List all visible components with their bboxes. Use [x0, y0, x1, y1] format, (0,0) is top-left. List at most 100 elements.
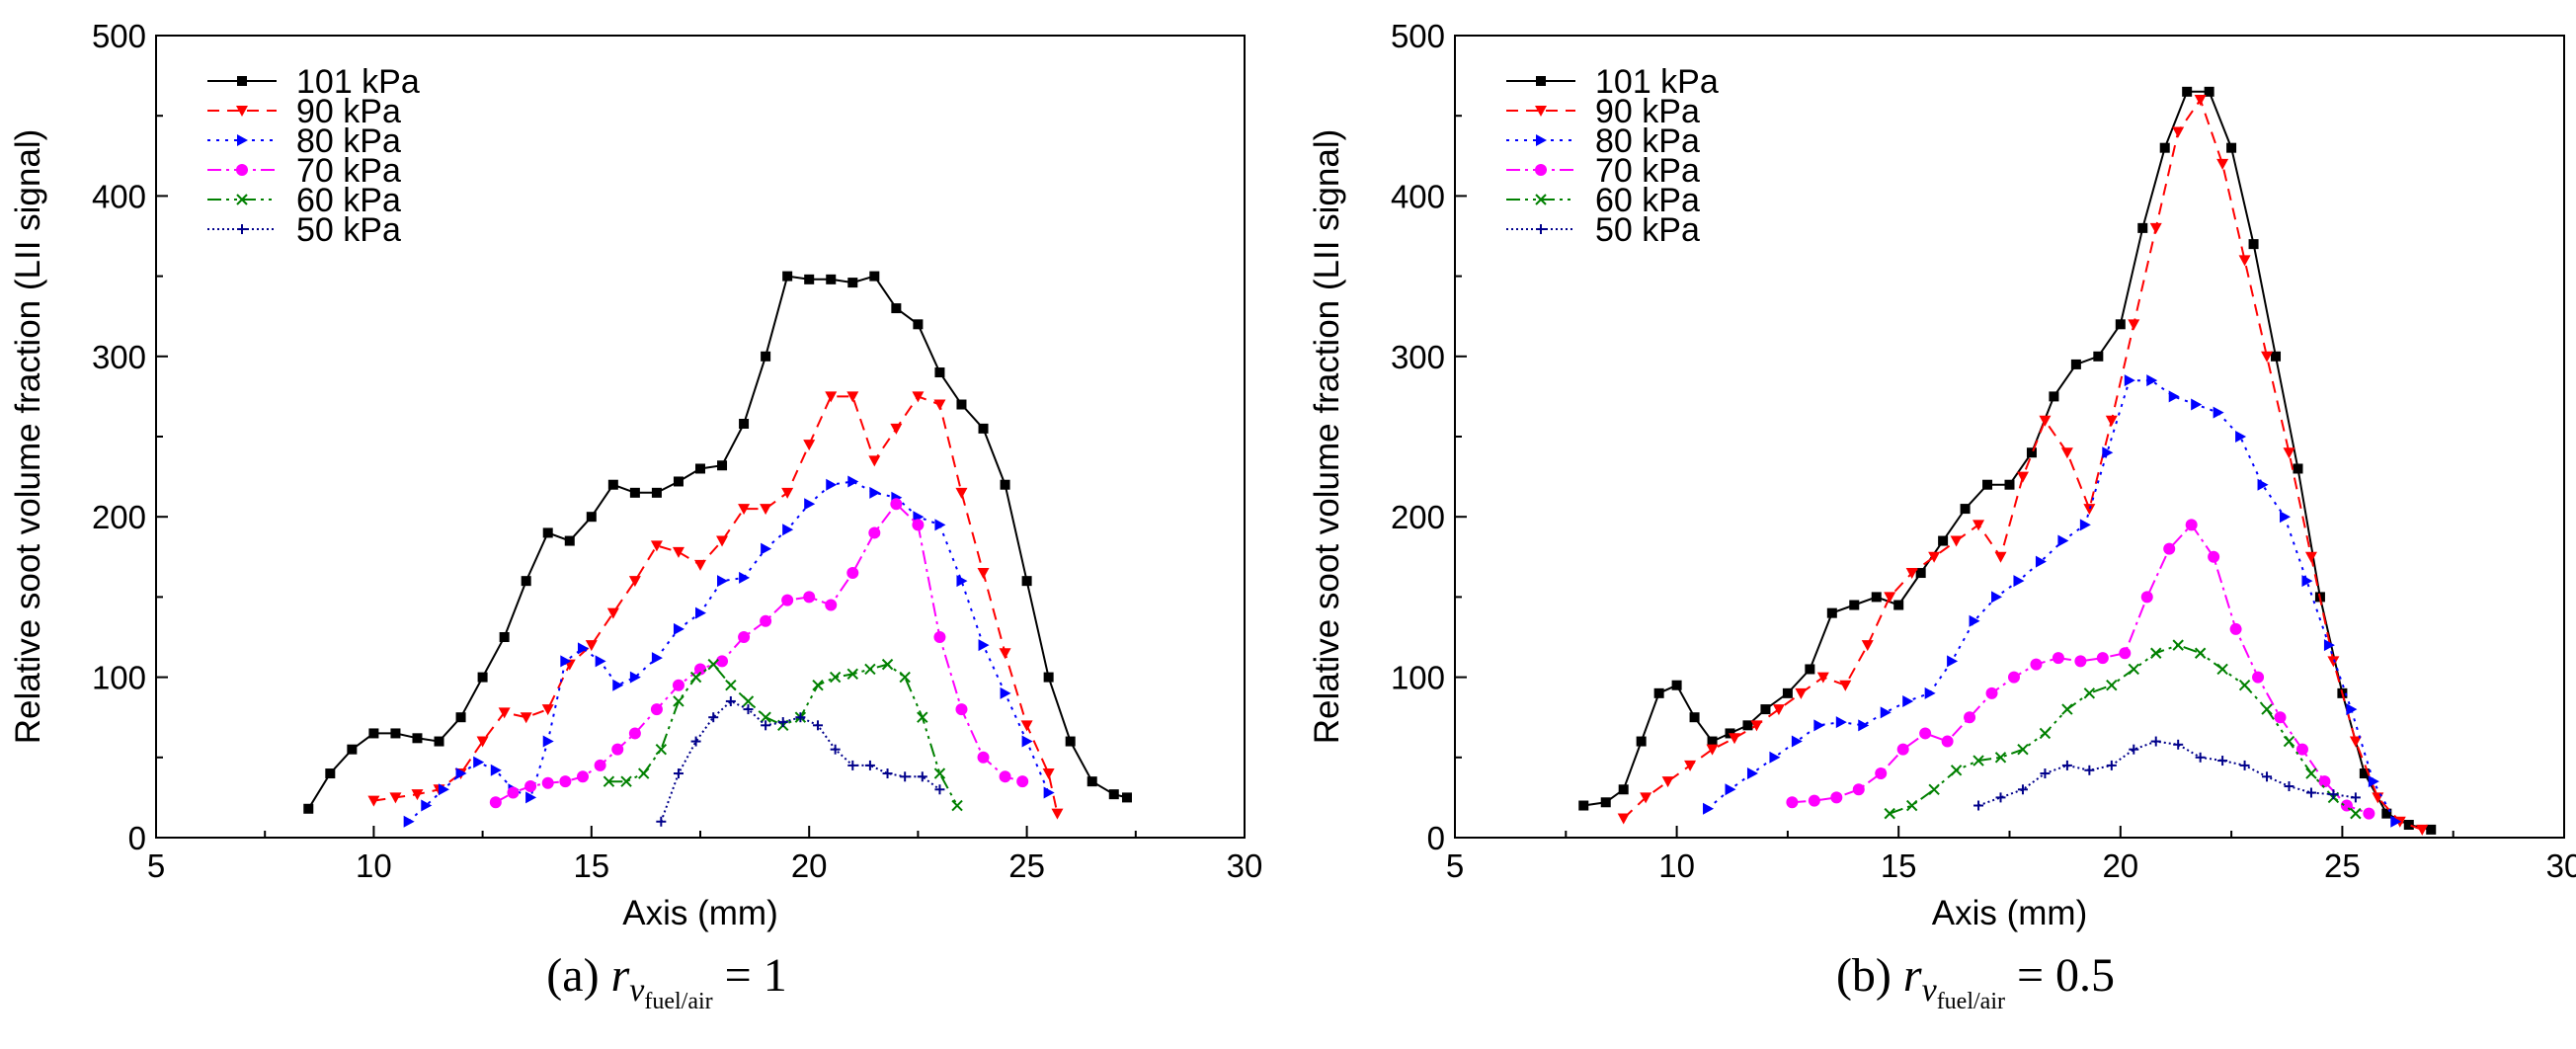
- legend-swatch-marker: [236, 164, 248, 176]
- data-point: [2146, 374, 2158, 387]
- data-point: [2140, 591, 2153, 604]
- data-point: [781, 594, 794, 606]
- caption-prefix: (a): [546, 949, 610, 1002]
- marker-stroke: [637, 767, 650, 779]
- data-point: [612, 679, 624, 691]
- data-point: [1087, 776, 1097, 787]
- data-point: [637, 767, 650, 779]
- legend-label: 60 kPa: [296, 182, 401, 219]
- data-point: [803, 440, 816, 451]
- marker-stroke: [620, 775, 632, 787]
- data-point: [725, 695, 736, 706]
- data-point: [2283, 447, 2295, 459]
- data-point: [2106, 680, 2118, 691]
- data-point: [2280, 511, 2292, 524]
- marker-stroke: [829, 671, 842, 684]
- data-point: [739, 571, 751, 584]
- series-50-kpa: [656, 695, 945, 827]
- data-point: [846, 668, 858, 681]
- data-point: [672, 546, 684, 558]
- series-80-kpa: [1703, 374, 2402, 828]
- data-point: [812, 680, 824, 691]
- data-point: [2172, 639, 2184, 651]
- data-point: [673, 768, 684, 779]
- data-point: [1893, 600, 1904, 610]
- data-point: [2274, 711, 2287, 724]
- data-point: [830, 744, 841, 755]
- data-point: [864, 663, 876, 676]
- x-axis-title: Axis (mm): [1932, 894, 2087, 932]
- data-point: [1884, 592, 1896, 604]
- data-point: [542, 527, 553, 538]
- data-point: [1728, 733, 1740, 745]
- data-point: [1826, 607, 1837, 618]
- data-point: [2061, 703, 2073, 715]
- marker-stroke: [899, 671, 911, 684]
- data-point: [2172, 126, 2185, 138]
- data-point: [2305, 787, 2316, 798]
- y-tick-label: 300: [92, 339, 146, 375]
- data-point: [1653, 687, 1664, 698]
- data-point: [695, 463, 705, 474]
- data-point: [868, 526, 881, 539]
- caption-prefix: (b): [1836, 949, 1903, 1002]
- data-point: [520, 712, 532, 724]
- data-point: [899, 671, 911, 684]
- x-axis: 5 10 15 20 25 30: [1446, 826, 2576, 884]
- data-point: [804, 498, 816, 511]
- data-point: [933, 767, 946, 779]
- data-point: [739, 419, 750, 430]
- data-point: [2293, 463, 2303, 474]
- y-axis-title: Relative soot volume fraction (LII signa…: [1308, 129, 1346, 745]
- data-point: [521, 576, 531, 587]
- legend-item: 80 kPa: [1506, 122, 1700, 160]
- marker-stroke: [236, 194, 248, 205]
- data-point: [2195, 752, 2206, 763]
- data-point: [978, 423, 989, 434]
- data-point: [2150, 736, 2161, 747]
- x-tick-label: 5: [1446, 847, 1464, 884]
- y-axis-title: Relative soot volume fraction (LII signa…: [9, 129, 47, 745]
- data-point: [1600, 797, 1611, 808]
- data-point: [2262, 771, 2273, 782]
- legend-swatch-marker: [1535, 164, 1547, 176]
- data-point: [2248, 239, 2259, 250]
- data-point: [656, 816, 667, 827]
- data-point: [2261, 703, 2273, 715]
- data-point: [650, 540, 663, 552]
- data-point: [934, 784, 945, 795]
- data-point: [1973, 800, 1984, 811]
- data-point: [2016, 471, 2029, 483]
- marker-stroke: [846, 668, 858, 681]
- series-line: [373, 395, 1059, 814]
- data-point: [2084, 765, 2095, 775]
- caption-variable: r: [1903, 949, 1922, 1002]
- data-point: [2216, 663, 2228, 676]
- data-point: [2106, 760, 2117, 770]
- legend-item: 70 kPa: [207, 152, 401, 190]
- data-point: [2217, 756, 2228, 767]
- caption-variable: r: [611, 949, 630, 1002]
- series-line: [307, 275, 1128, 810]
- data-point: [2194, 94, 2207, 106]
- data-point: [2040, 768, 2051, 779]
- data-point: [1772, 704, 1785, 716]
- data-point: [1725, 783, 1736, 796]
- data-point: [890, 423, 903, 435]
- data-point: [694, 663, 706, 676]
- legend-label: 70 kPa: [296, 152, 401, 190]
- data-point: [826, 478, 838, 491]
- data-point: [541, 704, 554, 716]
- x-tick-label: 20: [2102, 847, 2138, 884]
- y-tick-label: 500: [92, 18, 146, 54]
- legend-label: 70 kPa: [1595, 152, 1700, 190]
- data-point: [628, 727, 641, 740]
- series-50-kpa: [1973, 736, 2361, 811]
- legend-item: 101 kPa: [1506, 63, 1719, 101]
- legend-swatch-marker: [1536, 224, 1546, 234]
- legend-item: 70 kPa: [1506, 152, 1700, 190]
- data-point: [900, 771, 911, 782]
- data-point: [1121, 792, 1132, 803]
- data-point: [2030, 658, 2043, 671]
